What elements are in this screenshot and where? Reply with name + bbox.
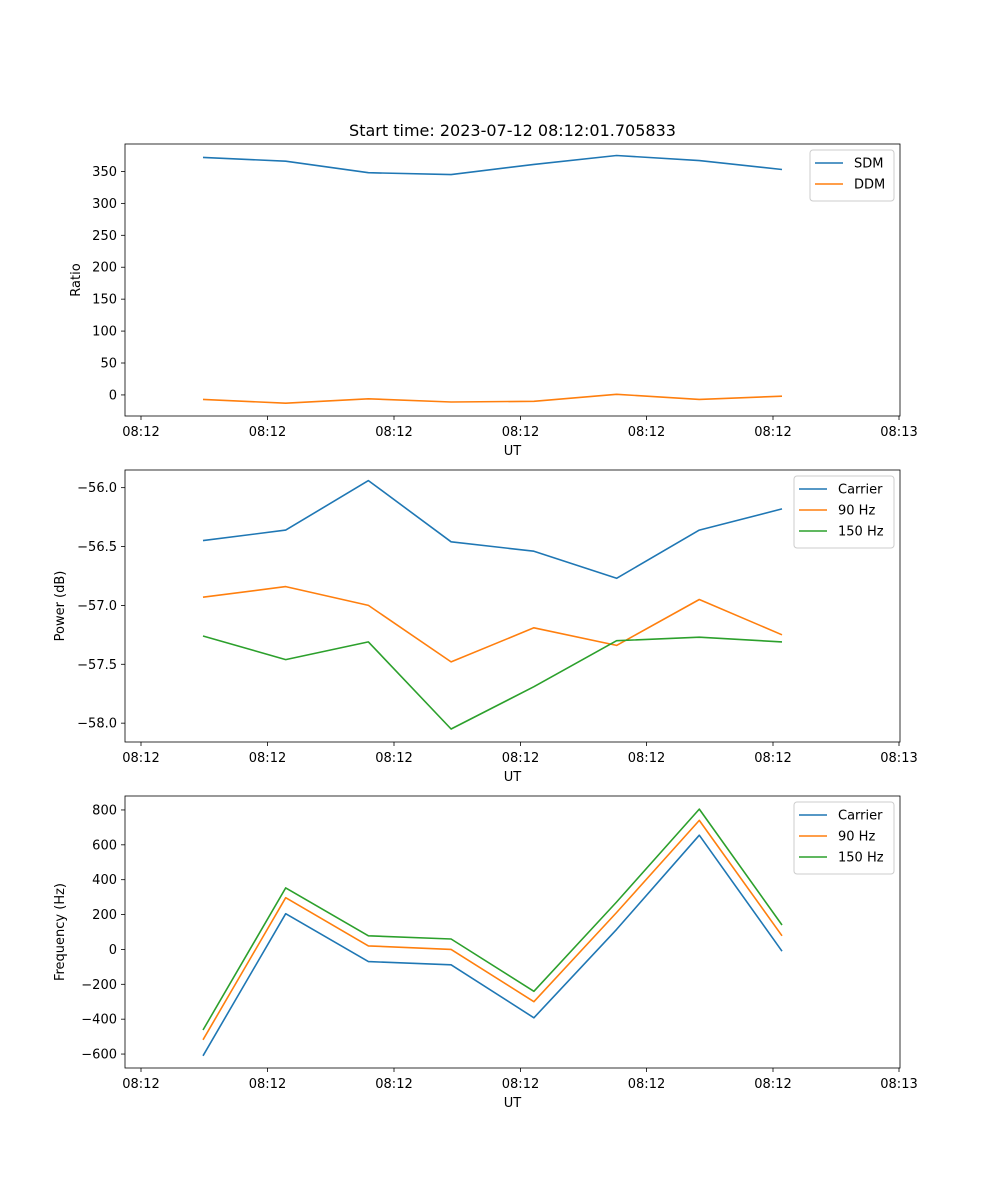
series-line-150-hz bbox=[202, 808, 783, 1031]
y-tick-label: −56.0 bbox=[77, 481, 117, 496]
legend-label: 150 Hz bbox=[838, 525, 884, 540]
y-tick-label: 400 bbox=[92, 873, 117, 888]
x-tick-label: 08:12 bbox=[122, 1077, 159, 1092]
y-tick-label: 0 bbox=[109, 943, 117, 958]
x-tick-label: 08:12 bbox=[628, 425, 665, 440]
y-axis-label: Frequency (Hz) bbox=[53, 883, 68, 981]
legend-label: SDM bbox=[854, 157, 883, 172]
x-tick-label: 08:12 bbox=[502, 425, 539, 440]
legend: Carrier 90 Hz 150 Hz bbox=[793, 801, 895, 875]
plot-frame bbox=[124, 469, 901, 743]
legend-label: 90 Hz bbox=[838, 504, 875, 519]
x-tick-label: 08:12 bbox=[375, 751, 412, 766]
x-axis-label: UT bbox=[504, 770, 522, 785]
y-tick-label: −57.0 bbox=[77, 599, 117, 614]
y-tick-label: 350 bbox=[92, 165, 117, 180]
x-tick-label: 08:12 bbox=[249, 425, 286, 440]
plot-frame bbox=[124, 795, 901, 1069]
y-tick-label: −56.5 bbox=[77, 540, 117, 555]
y-tick-label: 200 bbox=[92, 908, 117, 923]
x-tick-label: 08:12 bbox=[754, 425, 791, 440]
y-tick-label: 100 bbox=[92, 325, 117, 340]
plot-area bbox=[125, 144, 900, 416]
x-tick-label: 08:12 bbox=[628, 1077, 665, 1092]
series-line-ddm bbox=[202, 393, 783, 405]
legend-label: 150 Hz bbox=[838, 851, 884, 866]
series-line-90-hz bbox=[202, 819, 783, 1041]
x-axis-label: UT bbox=[504, 444, 522, 459]
series-line-90-hz bbox=[202, 585, 783, 663]
legend-label: Carrier bbox=[838, 483, 883, 498]
chart-panel-2: −58.0 −57.5 −57.0 −56.5 −56.0 08:12 08:12 08:12… bbox=[53, 469, 918, 785]
y-axis-label: Power (dB) bbox=[53, 571, 68, 642]
plot-area bbox=[125, 470, 900, 742]
legend-box bbox=[793, 475, 895, 549]
series-line-carrier bbox=[202, 834, 783, 1057]
legend-label: DDM bbox=[854, 178, 885, 193]
plot-area bbox=[125, 796, 900, 1068]
x-tick-label: 08:12 bbox=[628, 751, 665, 766]
x-tick-label: 08:12 bbox=[375, 425, 412, 440]
y-tick-label: 250 bbox=[92, 229, 117, 244]
legend-label: Carrier bbox=[838, 809, 883, 824]
legend-box bbox=[793, 801, 895, 875]
x-tick-label: 08:12 bbox=[754, 751, 791, 766]
series-line-150-hz bbox=[202, 635, 783, 730]
series-line-carrier bbox=[202, 479, 783, 580]
x-tick-label: 08:12 bbox=[249, 751, 286, 766]
y-tick-label: 600 bbox=[92, 838, 117, 853]
y-tick-label: −400 bbox=[81, 1013, 117, 1028]
x-tick-label: 08:12 bbox=[502, 751, 539, 766]
x-tick-label: 08:12 bbox=[122, 425, 159, 440]
x-tick-label: 08:12 bbox=[502, 1077, 539, 1092]
chart-panel-3: −600 −400 −200 0 200 400 600 800 08:12 08:12 08:12… bbox=[53, 795, 918, 1111]
y-axis-label: Ratio bbox=[69, 263, 84, 296]
x-tick-label: 08:13 bbox=[880, 1077, 917, 1092]
plot-frame bbox=[124, 143, 901, 417]
y-tick-label: 150 bbox=[92, 293, 117, 308]
chart-panel-1: 0 50 100 150 200 250 300 350 08:12 08:12 08:12 08:1… bbox=[69, 143, 918, 459]
x-axis-label: UT bbox=[504, 1096, 522, 1111]
x-tick-label: 08:13 bbox=[880, 751, 917, 766]
x-tick-label: 08:13 bbox=[880, 425, 917, 440]
legend: SDM DDM bbox=[809, 149, 895, 202]
y-tick-label: 800 bbox=[92, 803, 117, 818]
x-tick-label: 08:12 bbox=[122, 751, 159, 766]
x-tick-label: 08:12 bbox=[754, 1077, 791, 1092]
y-tick-label: −57.5 bbox=[77, 658, 117, 673]
y-tick-label: −58.0 bbox=[77, 717, 117, 732]
y-tick-label: 0 bbox=[109, 388, 117, 403]
y-tick-label: −200 bbox=[81, 978, 117, 993]
y-tick-label: −600 bbox=[81, 1048, 117, 1063]
legend-label: 90 Hz bbox=[838, 830, 875, 845]
y-tick-label: 300 bbox=[92, 197, 117, 212]
x-tick-label: 08:12 bbox=[375, 1077, 412, 1092]
x-tick-label: 08:12 bbox=[249, 1077, 286, 1092]
y-tick-label: 50 bbox=[100, 357, 117, 372]
figure-title: Start time: 2023-07-12 08:12:01.705833 bbox=[349, 121, 676, 140]
y-tick-label: 200 bbox=[92, 261, 117, 276]
legend: Carrier 90 Hz 150 Hz bbox=[793, 475, 895, 549]
series-line-sdm bbox=[202, 154, 783, 176]
